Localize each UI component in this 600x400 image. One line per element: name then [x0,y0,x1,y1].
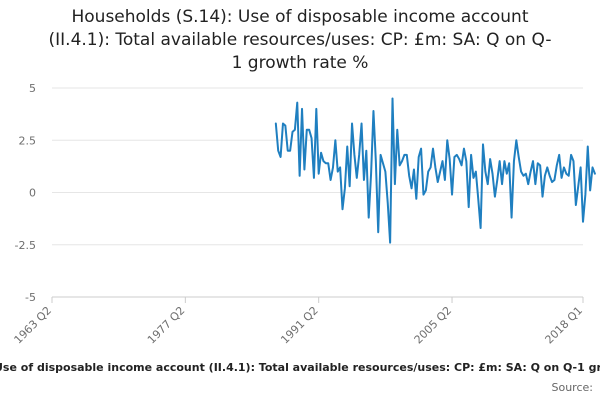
x-axis [51,296,584,303]
chart-title-line-2: (II.4.1): Total available resources/uses… [48,30,552,50]
y-tick-label: 5 [29,82,36,95]
chart-title-line-1: Households (S.14): Use of disposable inc… [71,7,529,27]
x-tick-label: 2018 Q1 [543,304,586,347]
x-tick-label: 2005 Q2 [412,304,455,347]
series-layer [274,97,596,244]
source-label: Source: [551,381,594,394]
x-tick-label: 1977 Q2 [145,304,188,347]
series-caption: Use of disposable income account (II.4.1… [0,361,600,374]
x-tick-label: 1991 Q2 [278,304,321,347]
y-tick-label: -5 [25,291,36,304]
y-tick-label: -2.5 [15,239,36,252]
chart-title: Households (S.14): Use of disposable inc… [0,6,600,75]
y-tick-label: 2.5 [19,134,37,147]
y-tick-label: 0 [29,187,36,200]
chart-title-line-3: 1 growth rate % [231,53,369,73]
x-tick-label: 1963 Q2 [12,304,55,347]
x-axis-labels: 1963 Q2 1977 Q2 1991 Q2 2005 Q2 2018 Q1 [12,304,586,347]
y-axis-labels: 5 2.5 0 -2.5 -5 [15,82,36,304]
series-line [274,97,596,244]
